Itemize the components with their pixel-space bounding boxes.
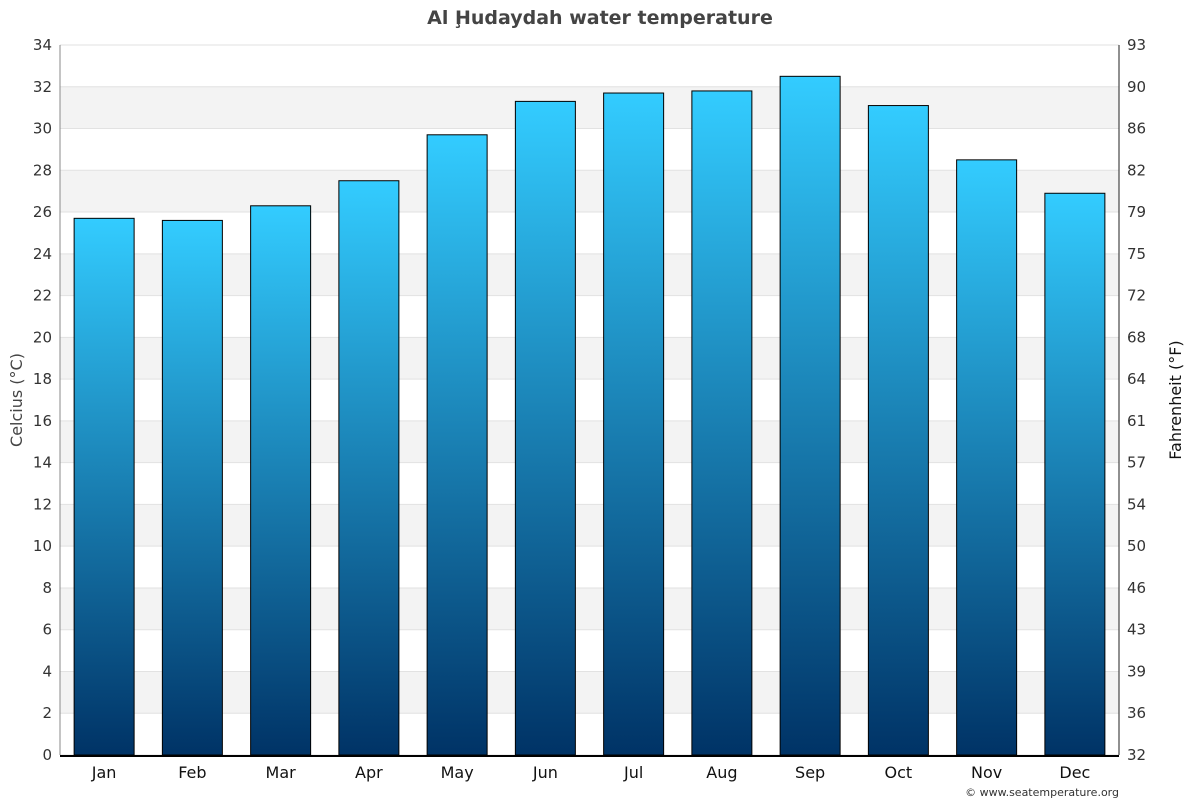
bar [779, 75, 841, 756]
y-tick-right: 68 [1127, 328, 1146, 346]
x-tick: Apr [355, 763, 383, 782]
y-tick-right: 82 [1127, 161, 1146, 179]
y-axis-label-right: Fahrenheit (°F) [1166, 340, 1185, 459]
y-tick-left: 28 [33, 161, 52, 179]
grid-band [60, 86, 1119, 129]
y-tick-right: 32 [1127, 746, 1146, 764]
y-tick-left: 8 [42, 579, 52, 597]
grid-band [60, 587, 1119, 630]
grid-band [60, 504, 1119, 547]
y-tick-right: 43 [1127, 621, 1146, 639]
y-tick-right: 61 [1127, 412, 1146, 430]
y-tick-left: 10 [33, 537, 52, 555]
y-tick-left: 12 [33, 495, 52, 513]
y-tick-right: 93 [1127, 36, 1146, 54]
x-tick: Dec [1059, 763, 1090, 782]
bar [161, 219, 223, 756]
y-tick-right: 36 [1127, 704, 1146, 722]
y-tick-left: 32 [33, 78, 52, 96]
x-tick: Aug [706, 763, 737, 782]
y-tick-left: 20 [33, 328, 52, 346]
x-tick: Jul [623, 763, 643, 782]
y-tick-left: 0 [42, 746, 52, 764]
x-tick: Oct [885, 763, 913, 782]
bar [1044, 192, 1106, 756]
y-tick-left: 2 [42, 704, 52, 722]
y-tick-left: 4 [42, 662, 52, 680]
bar [691, 90, 753, 756]
bar [603, 92, 665, 756]
grid-band [60, 253, 1119, 296]
y-tick-right: 86 [1127, 120, 1146, 138]
x-tick: Sep [795, 763, 825, 782]
grid-band [60, 170, 1119, 213]
credit: © www.seatemperature.org [965, 786, 1119, 799]
y-tick-right: 75 [1127, 245, 1146, 263]
y-tick-left: 18 [33, 370, 52, 388]
x-tick: Nov [971, 763, 1002, 782]
x-tick: Jun [532, 763, 558, 782]
grid-band [60, 420, 1119, 463]
y-axis-label-left: Celcius (°C) [7, 353, 26, 447]
y-tick-right: 79 [1127, 203, 1146, 221]
x-tick: Mar [266, 763, 297, 782]
grid-band [60, 671, 1119, 714]
y-tick-right: 90 [1127, 78, 1146, 96]
y-tick-left: 26 [33, 203, 52, 221]
bar [426, 134, 488, 756]
y-tick-left: 24 [33, 245, 52, 263]
bar [956, 159, 1018, 756]
y-tick-right: 50 [1127, 537, 1146, 555]
y-tick-right: 54 [1127, 495, 1146, 513]
x-tick: Feb [178, 763, 206, 782]
y-tick-left: 16 [33, 412, 52, 430]
x-tick: May [441, 763, 474, 782]
y-tick-left: 34 [33, 36, 52, 54]
bar [73, 217, 135, 756]
y-tick-right: 64 [1127, 370, 1146, 388]
y-tick-right: 72 [1127, 287, 1146, 305]
y-tick-left: 30 [33, 120, 52, 138]
chart-title: Al Ḩudaydah water temperature [427, 7, 773, 29]
bar [338, 180, 400, 756]
y-tick-left: 14 [33, 454, 52, 472]
bar [514, 100, 576, 756]
y-tick-left: 6 [42, 621, 52, 639]
bar [250, 205, 312, 756]
bar [867, 105, 929, 756]
y-tick-right: 46 [1127, 579, 1146, 597]
y-tick-right: 57 [1127, 454, 1146, 472]
x-tick: Jan [91, 763, 117, 782]
y-tick-left: 22 [33, 287, 52, 305]
y-tick-right: 39 [1127, 662, 1146, 680]
grid-band [60, 337, 1119, 380]
